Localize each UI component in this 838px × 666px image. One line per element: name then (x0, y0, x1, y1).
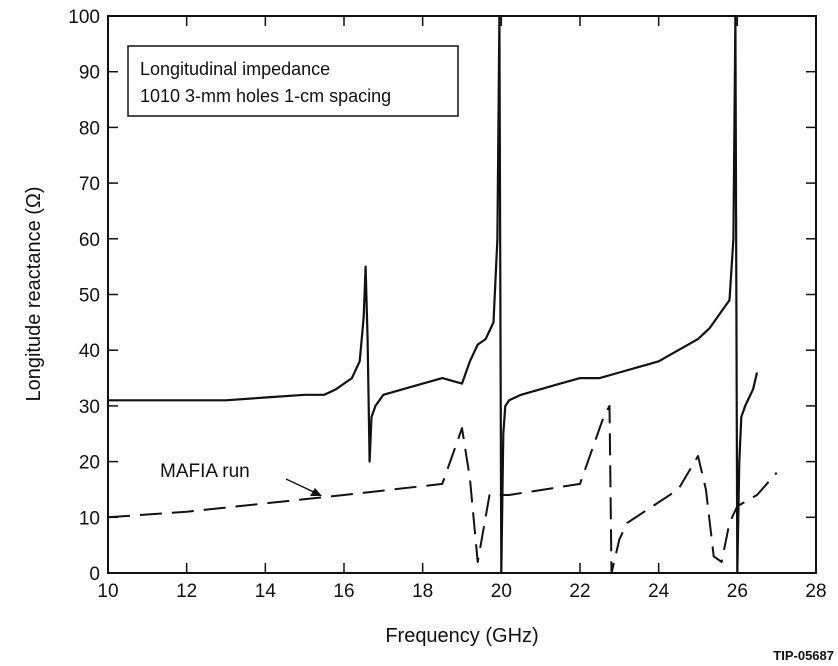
x-tick-label-8: 26 (727, 581, 748, 602)
x-tick-label-4: 18 (412, 581, 433, 602)
x-tick-label-6: 22 (569, 581, 590, 602)
y-tick-label-9: 90 (79, 63, 100, 84)
x-axis-title: Frequency (GHz) (385, 625, 538, 647)
x-tick-label-9: 28 (805, 581, 826, 602)
y-axis-title: Longitude reactance (Ω) (23, 186, 45, 401)
legend-box-line-2: 1010 3-mm holes 1-cm spacing (140, 86, 391, 106)
y-tick-label-3: 30 (79, 397, 100, 418)
y-tick-label-1: 10 (79, 508, 100, 529)
x-tick-label-3: 16 (333, 581, 354, 602)
annotation-arrow-line (285, 478, 319, 495)
x-tick-label-5: 20 (491, 581, 512, 602)
annotation-arrow-head (310, 488, 322, 496)
y-tick-label-6: 60 (79, 230, 100, 251)
x-tick-label-2: 14 (255, 581, 277, 602)
y-tick-label-8: 80 (79, 118, 100, 139)
y-tick-label-5: 50 (79, 286, 100, 307)
annotation-label: MAFIA run (160, 461, 250, 482)
legend-box: Longitudinal impedance 1010 3-mm holes 1… (127, 45, 459, 117)
y-tick-label-4: 40 (79, 341, 100, 362)
y-tick-label-7: 70 (79, 174, 100, 195)
legend-box-frame (127, 45, 459, 117)
figure-id: TIP-05687 (773, 648, 834, 663)
y-tick-label-2: 20 (79, 453, 100, 474)
y-tick-label-10: 100 (68, 7, 100, 28)
axis-ticks: 10 12 14 16 18 20 22 24 26 2801020304050607080901… (68, 7, 826, 602)
series-mafia-run-line (107, 404, 778, 574)
x-tick-label-1: 12 (176, 581, 197, 602)
series-layer (107, 14, 778, 575)
x-tick-label-0: 10 (97, 581, 118, 602)
series-measured-line (108, 14, 759, 575)
mafia-annotation: MAFIA run (160, 461, 322, 496)
y-tick-label-0: 0 (89, 564, 100, 585)
legend-box-line-1: Longitudinal impedance (140, 59, 330, 79)
x-tick-label-7: 24 (648, 581, 670, 602)
